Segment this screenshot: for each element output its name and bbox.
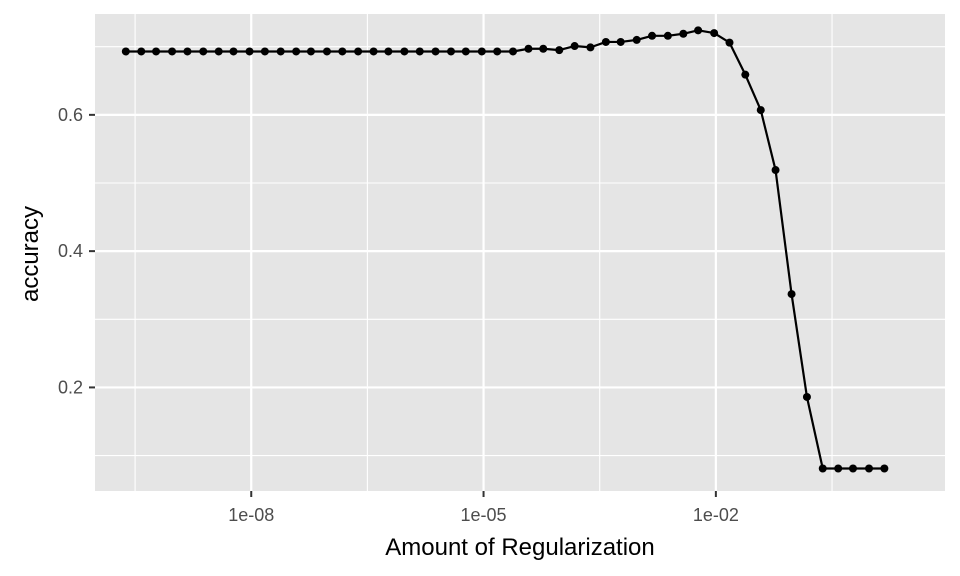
data-point bbox=[199, 47, 208, 56]
data-point bbox=[121, 47, 130, 56]
data-point bbox=[710, 29, 719, 38]
data-point bbox=[354, 47, 363, 56]
data-point bbox=[477, 47, 486, 56]
data-point bbox=[648, 31, 657, 40]
data-point bbox=[292, 47, 301, 56]
data-point bbox=[384, 47, 393, 56]
axis-ticks bbox=[89, 113, 717, 497]
data-point bbox=[369, 47, 378, 56]
y-axis-title: accuracy bbox=[17, 206, 44, 302]
x-tick-labels: 1e-08 1e-05 1e-02 bbox=[228, 505, 739, 525]
data-point bbox=[431, 47, 440, 56]
minor-gridlines bbox=[95, 14, 945, 491]
data-point bbox=[865, 464, 874, 473]
data-point bbox=[493, 47, 502, 56]
data-point bbox=[461, 47, 470, 56]
data-point bbox=[415, 47, 424, 56]
data-point bbox=[508, 47, 517, 56]
data-point bbox=[152, 47, 161, 56]
data-point bbox=[338, 47, 347, 56]
data-point bbox=[880, 464, 889, 473]
data-point bbox=[725, 38, 734, 47]
x-axis-title: Amount of Regularization bbox=[385, 534, 654, 561]
data-point bbox=[183, 47, 192, 56]
data-point bbox=[539, 44, 548, 53]
data-point bbox=[168, 47, 177, 56]
data-point bbox=[694, 26, 703, 35]
data-point bbox=[276, 47, 285, 56]
y-tick-labels: 0.2 0.4 0.6 bbox=[58, 105, 83, 398]
y-tick-label: 0.6 bbox=[58, 105, 83, 125]
data-point bbox=[400, 47, 409, 56]
x-tick-label: 1e-02 bbox=[693, 505, 739, 525]
data-point bbox=[818, 464, 827, 473]
data-point bbox=[679, 29, 688, 38]
data-point bbox=[632, 35, 641, 44]
x-tick-label: 1e-08 bbox=[228, 505, 274, 525]
data-point bbox=[787, 290, 796, 299]
plot-panel bbox=[95, 14, 945, 491]
data-point bbox=[524, 44, 533, 53]
data-point bbox=[137, 47, 146, 56]
data-point bbox=[260, 47, 269, 56]
data-point bbox=[601, 37, 610, 46]
data-point bbox=[616, 37, 625, 46]
y-tick-label: 0.4 bbox=[58, 241, 83, 261]
data-point bbox=[848, 464, 857, 473]
data-point bbox=[771, 166, 780, 175]
data-point bbox=[741, 70, 750, 79]
data-point bbox=[802, 392, 811, 401]
data-point bbox=[214, 47, 223, 56]
data-point bbox=[447, 47, 456, 56]
y-tick-label: 0.2 bbox=[58, 377, 83, 397]
data-series bbox=[121, 26, 889, 473]
data-point bbox=[322, 47, 331, 56]
data-point bbox=[245, 47, 254, 56]
major-gridlines bbox=[95, 14, 945, 491]
data-point bbox=[555, 46, 564, 55]
data-point bbox=[834, 464, 843, 473]
data-point bbox=[663, 31, 672, 40]
data-point bbox=[586, 43, 595, 52]
data-point bbox=[306, 47, 315, 56]
data-point bbox=[570, 42, 579, 51]
data-point bbox=[229, 47, 238, 56]
x-tick-label: 1e-05 bbox=[461, 505, 507, 525]
data-point bbox=[756, 106, 765, 115]
